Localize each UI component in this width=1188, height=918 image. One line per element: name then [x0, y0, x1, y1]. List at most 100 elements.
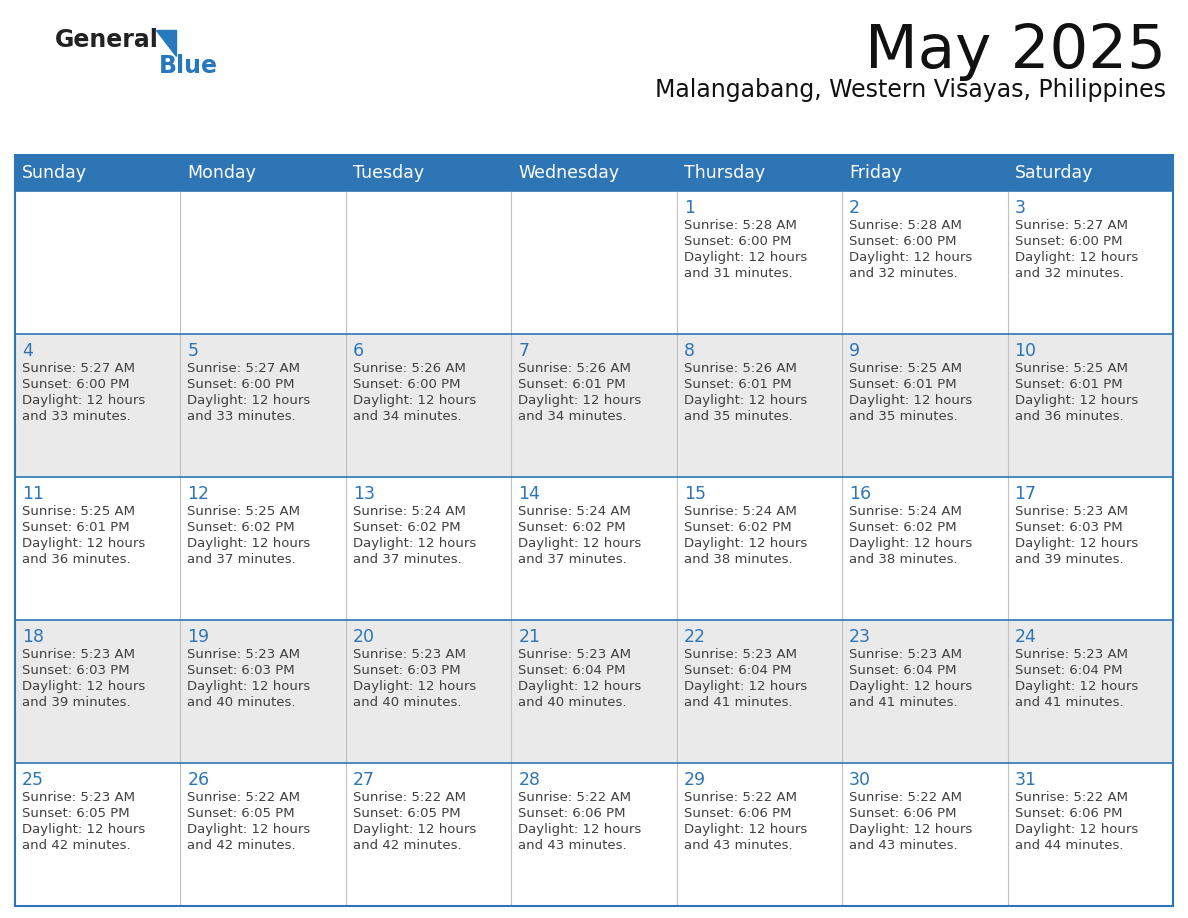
Text: and 43 minutes.: and 43 minutes. [849, 839, 958, 852]
Text: and 37 minutes.: and 37 minutes. [518, 553, 627, 566]
Text: Sunset: 6:03 PM: Sunset: 6:03 PM [353, 664, 461, 677]
Text: Daylight: 12 hours: Daylight: 12 hours [353, 823, 476, 836]
Text: Daylight: 12 hours: Daylight: 12 hours [684, 251, 807, 264]
Text: Sunrise: 5:25 AM: Sunrise: 5:25 AM [1015, 362, 1127, 375]
Text: Sunset: 6:04 PM: Sunset: 6:04 PM [684, 664, 791, 677]
Text: and 34 minutes.: and 34 minutes. [353, 410, 461, 423]
Bar [181, 155, 346, 191]
Text: Sunrise: 5:25 AM: Sunrise: 5:25 AM [188, 505, 301, 518]
Text: Daylight: 12 hours: Daylight: 12 hours [849, 251, 973, 264]
Text: Sunrise: 5:28 AM: Sunrise: 5:28 AM [849, 219, 962, 232]
Text: Daylight: 12 hours: Daylight: 12 hours [849, 394, 973, 407]
Text: Sunset: 6:01 PM: Sunset: 6:01 PM [684, 378, 791, 391]
Text: Sunset: 6:03 PM: Sunset: 6:03 PM [1015, 521, 1123, 534]
Text: Monday: Monday [188, 164, 257, 182]
Text: Sunset: 6:06 PM: Sunset: 6:06 PM [518, 807, 626, 820]
Text: Daylight: 12 hours: Daylight: 12 hours [518, 680, 642, 693]
Text: Sunrise: 5:24 AM: Sunrise: 5:24 AM [518, 505, 631, 518]
Text: Sunset: 6:02 PM: Sunset: 6:02 PM [518, 521, 626, 534]
Text: Daylight: 12 hours: Daylight: 12 hours [684, 394, 807, 407]
Text: Sunrise: 5:23 AM: Sunrise: 5:23 AM [1015, 648, 1127, 661]
Text: 24: 24 [1015, 628, 1036, 646]
Text: 29: 29 [684, 771, 706, 789]
Text: 19: 19 [188, 628, 209, 646]
Bar [15, 763, 1173, 906]
Text: 1: 1 [684, 199, 695, 217]
Text: Sunset: 6:00 PM: Sunset: 6:00 PM [849, 235, 956, 248]
Bar [15, 477, 1173, 620]
Text: Sunrise: 5:23 AM: Sunrise: 5:23 AM [353, 648, 466, 661]
Text: and 37 minutes.: and 37 minutes. [188, 553, 296, 566]
Bar [15, 155, 181, 191]
Text: 9: 9 [849, 342, 860, 360]
Text: 4: 4 [23, 342, 33, 360]
Text: Sunset: 6:04 PM: Sunset: 6:04 PM [1015, 664, 1123, 677]
Text: Sunrise: 5:25 AM: Sunrise: 5:25 AM [849, 362, 962, 375]
Text: Sunrise: 5:22 AM: Sunrise: 5:22 AM [353, 791, 466, 804]
Text: Sunrise: 5:23 AM: Sunrise: 5:23 AM [188, 648, 301, 661]
Text: Friday: Friday [849, 164, 902, 182]
Text: Sunset: 6:01 PM: Sunset: 6:01 PM [1015, 378, 1123, 391]
Text: and 40 minutes.: and 40 minutes. [353, 696, 461, 709]
Text: Daylight: 12 hours: Daylight: 12 hours [849, 823, 973, 836]
Text: and 43 minutes.: and 43 minutes. [684, 839, 792, 852]
Text: 28: 28 [518, 771, 541, 789]
Text: Sunset: 6:04 PM: Sunset: 6:04 PM [518, 664, 626, 677]
Text: Sunrise: 5:24 AM: Sunrise: 5:24 AM [684, 505, 797, 518]
Text: Daylight: 12 hours: Daylight: 12 hours [23, 823, 145, 836]
Text: Sunset: 6:03 PM: Sunset: 6:03 PM [23, 664, 129, 677]
Text: and 31 minutes.: and 31 minutes. [684, 267, 792, 280]
Text: and 41 minutes.: and 41 minutes. [849, 696, 958, 709]
Text: Daylight: 12 hours: Daylight: 12 hours [518, 537, 642, 550]
Text: 25: 25 [23, 771, 44, 789]
Bar [15, 620, 1173, 763]
Text: Daylight: 12 hours: Daylight: 12 hours [188, 537, 311, 550]
Text: 26: 26 [188, 771, 209, 789]
Text: and 35 minutes.: and 35 minutes. [684, 410, 792, 423]
Text: 10: 10 [1015, 342, 1037, 360]
Text: Malangabang, Western Visayas, Philippines: Malangabang, Western Visayas, Philippine… [655, 78, 1165, 102]
Bar [511, 155, 677, 191]
Text: Sunrise: 5:24 AM: Sunrise: 5:24 AM [353, 505, 466, 518]
Bar [15, 155, 1173, 906]
Text: 6: 6 [353, 342, 364, 360]
Text: 31: 31 [1015, 771, 1037, 789]
Text: Sunrise: 5:28 AM: Sunrise: 5:28 AM [684, 219, 797, 232]
Text: 18: 18 [23, 628, 44, 646]
Text: 2: 2 [849, 199, 860, 217]
Text: and 32 minutes.: and 32 minutes. [1015, 267, 1124, 280]
Text: 22: 22 [684, 628, 706, 646]
Text: May 2025: May 2025 [865, 22, 1165, 81]
Text: Daylight: 12 hours: Daylight: 12 hours [849, 680, 973, 693]
Text: Sunset: 6:05 PM: Sunset: 6:05 PM [353, 807, 461, 820]
Text: Sunset: 6:06 PM: Sunset: 6:06 PM [849, 807, 956, 820]
Text: 21: 21 [518, 628, 541, 646]
Text: Sunrise: 5:22 AM: Sunrise: 5:22 AM [518, 791, 631, 804]
Bar [15, 191, 1173, 334]
Text: Sunset: 6:06 PM: Sunset: 6:06 PM [1015, 807, 1123, 820]
Text: Sunday: Sunday [23, 164, 87, 182]
Text: and 44 minutes.: and 44 minutes. [1015, 839, 1123, 852]
Text: Daylight: 12 hours: Daylight: 12 hours [188, 680, 311, 693]
Text: Daylight: 12 hours: Daylight: 12 hours [1015, 680, 1138, 693]
Text: 27: 27 [353, 771, 375, 789]
Text: Sunrise: 5:26 AM: Sunrise: 5:26 AM [353, 362, 466, 375]
Text: Sunrise: 5:27 AM: Sunrise: 5:27 AM [23, 362, 135, 375]
Text: Daylight: 12 hours: Daylight: 12 hours [23, 537, 145, 550]
Text: Sunrise: 5:25 AM: Sunrise: 5:25 AM [23, 505, 135, 518]
Text: and 39 minutes.: and 39 minutes. [1015, 553, 1123, 566]
Text: and 42 minutes.: and 42 minutes. [188, 839, 296, 852]
Text: and 35 minutes.: and 35 minutes. [849, 410, 958, 423]
Text: Tuesday: Tuesday [353, 164, 424, 182]
Text: Sunrise: 5:23 AM: Sunrise: 5:23 AM [518, 648, 631, 661]
Text: 20: 20 [353, 628, 375, 646]
Text: and 34 minutes.: and 34 minutes. [518, 410, 627, 423]
Text: 8: 8 [684, 342, 695, 360]
Text: 3: 3 [1015, 199, 1025, 217]
Text: and 38 minutes.: and 38 minutes. [849, 553, 958, 566]
Text: Sunset: 6:02 PM: Sunset: 6:02 PM [353, 521, 461, 534]
Text: 12: 12 [188, 485, 209, 503]
Text: Sunrise: 5:22 AM: Sunrise: 5:22 AM [849, 791, 962, 804]
Text: Sunset: 6:00 PM: Sunset: 6:00 PM [684, 235, 791, 248]
Text: Blue: Blue [159, 54, 219, 78]
